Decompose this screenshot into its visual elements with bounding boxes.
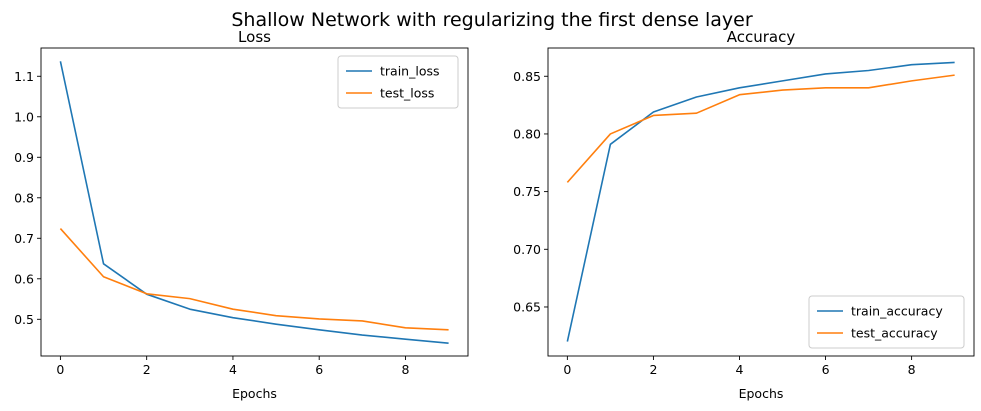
accuracy-legend-label: train_accuracy <box>851 304 943 319</box>
loss-x-tick-label: 4 <box>229 362 237 377</box>
loss-y-tick-label: 1.1 <box>14 69 34 84</box>
loss-y-tick-label: 0.7 <box>14 231 34 246</box>
accuracy-title: Accuracy <box>727 28 796 46</box>
loss-title: Loss <box>238 28 271 46</box>
loss-legend: train_loss test_loss <box>337 55 459 109</box>
loss-y-tick-label: 0.5 <box>14 312 34 327</box>
accuracy-x-axis-label: Epochs <box>739 386 784 401</box>
loss-x-tick-label: 6 <box>315 362 323 377</box>
accuracy-x-tick-label: 4 <box>736 362 744 377</box>
accuracy-y-tick-label: 0.75 <box>513 184 541 199</box>
accuracy-x-tick-label: 6 <box>822 362 830 377</box>
loss-x-axis-label: Epochs <box>232 386 277 401</box>
loss-x-tick-label: 2 <box>143 362 151 377</box>
accuracy-legend-label: test_accuracy <box>851 326 938 341</box>
figure-suptitle: Shallow Network with regularizing the fi… <box>231 9 752 31</box>
loss-y-tick-label: 1.0 <box>14 109 34 124</box>
loss-series-train-loss <box>59 61 449 344</box>
loss-chart: Loss 0 2 4 6 8 0.5 0.6 0.7 0.8 0.9 1.0 1.1 Epochs trai… <box>14 28 469 401</box>
accuracy-plot-frame <box>547 47 975 357</box>
loss-y-tick-label: 0.9 <box>14 150 34 165</box>
accuracy-y-tick-label: 0.80 <box>513 126 541 141</box>
accuracy-legend: train_accuracy test_accuracy <box>808 295 965 349</box>
loss-legend-box <box>337 55 459 109</box>
loss-x-tick-label: 0 <box>56 362 64 377</box>
loss-legend-label: train_loss <box>380 64 440 79</box>
loss-legend-label: test_loss <box>380 86 434 101</box>
accuracy-x-tick-label: 2 <box>649 362 657 377</box>
loss-series-test-loss <box>59 228 449 331</box>
accuracy-x-tick-label: 0 <box>563 362 571 377</box>
loss-y-tick-label: 0.8 <box>14 190 34 205</box>
accuracy-y-tick-label: 0.65 <box>513 299 541 314</box>
loss-x-tick-label: 8 <box>401 362 409 377</box>
accuracy-y-tick-label: 0.85 <box>513 69 541 84</box>
accuracy-chart: Accuracy 0 2 4 6 8 0.65 0.70 0.75 0.80 0.85 Epochs t… <box>513 28 975 401</box>
loss-plot-frame <box>40 47 469 357</box>
accuracy-series-test-accuracy <box>566 74 955 183</box>
loss-y-tick-label: 0.6 <box>14 271 34 286</box>
accuracy-series-train-accuracy <box>566 61 955 342</box>
accuracy-y-tick-label: 0.70 <box>513 242 541 257</box>
accuracy-legend-box <box>808 295 965 349</box>
accuracy-x-tick-label: 8 <box>908 362 916 377</box>
